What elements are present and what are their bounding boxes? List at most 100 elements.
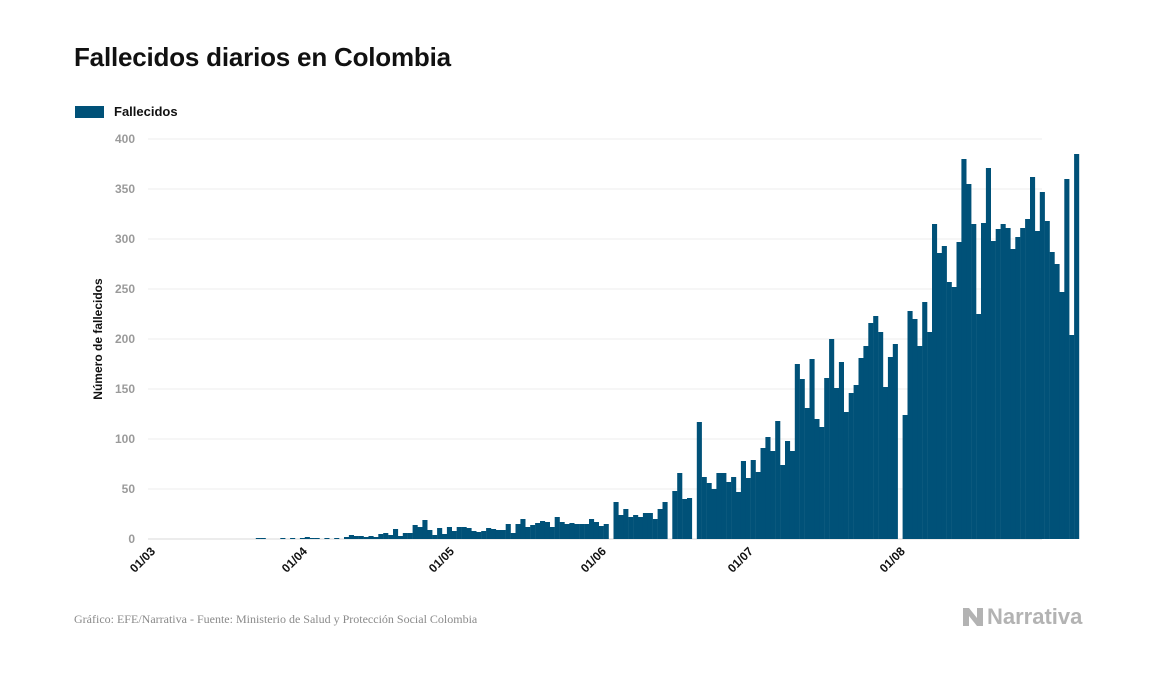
bar xyxy=(593,522,599,539)
bar xyxy=(363,537,369,539)
bar xyxy=(946,282,952,539)
bar xyxy=(378,534,384,539)
bar xyxy=(936,253,942,539)
bar xyxy=(510,533,516,539)
bar xyxy=(618,515,624,539)
bar xyxy=(838,362,844,539)
x-tick-label: 01/07 xyxy=(725,544,756,575)
bar xyxy=(819,427,825,539)
bar xyxy=(785,441,791,539)
bar xyxy=(789,451,795,539)
bar xyxy=(740,461,746,539)
bar xyxy=(892,344,898,539)
bar xyxy=(540,521,546,539)
bar xyxy=(711,489,717,539)
y-tick-label: 150 xyxy=(115,382,135,396)
x-tick-label: 01/06 xyxy=(578,544,609,575)
y-tick-label: 200 xyxy=(115,332,135,346)
bar xyxy=(677,473,683,539)
bar xyxy=(672,491,678,539)
bar xyxy=(858,358,864,539)
bar xyxy=(344,537,350,539)
bar xyxy=(883,387,889,539)
bar xyxy=(932,224,938,539)
bar xyxy=(652,519,658,539)
bar xyxy=(255,538,261,539)
bar xyxy=(721,473,727,539)
bar xyxy=(544,522,550,539)
bar xyxy=(765,437,771,539)
bar xyxy=(348,535,354,539)
bar xyxy=(755,472,761,539)
bar xyxy=(388,535,394,539)
bar xyxy=(314,538,320,539)
bar xyxy=(824,378,830,539)
bar xyxy=(657,509,663,539)
bar xyxy=(873,316,879,539)
chart-title: Fallecidos diarios en Colombia xyxy=(74,42,451,72)
bar xyxy=(794,364,800,539)
bar xyxy=(995,229,1001,539)
y-tick-label: 100 xyxy=(115,432,135,446)
bar xyxy=(471,531,477,539)
bar xyxy=(633,515,639,539)
bar xyxy=(432,535,438,539)
bar xyxy=(1039,192,1045,539)
bar xyxy=(589,519,595,539)
bar xyxy=(481,531,487,539)
bar xyxy=(804,408,810,539)
y-tick-label: 50 xyxy=(122,482,136,496)
bar xyxy=(417,527,423,539)
bar xyxy=(638,517,644,539)
bar xyxy=(736,492,742,539)
bar xyxy=(530,525,536,539)
bar xyxy=(1015,237,1021,539)
bar xyxy=(1069,335,1075,539)
bar xyxy=(701,477,707,539)
bar xyxy=(912,319,918,539)
bar xyxy=(500,530,506,539)
bar xyxy=(814,419,820,539)
bar xyxy=(1034,231,1040,539)
bar xyxy=(941,246,947,539)
bar xyxy=(775,421,781,539)
legend-label: Fallecidos xyxy=(114,104,178,119)
bar xyxy=(334,538,340,539)
bar xyxy=(368,536,374,539)
bar xyxy=(309,538,315,539)
bar xyxy=(927,332,933,539)
bar xyxy=(579,524,585,539)
bar xyxy=(324,538,330,539)
bar xyxy=(397,536,403,539)
bar xyxy=(687,498,693,539)
bar xyxy=(373,537,379,539)
bar xyxy=(902,415,908,539)
bar xyxy=(564,524,570,539)
y-tick-label: 300 xyxy=(115,232,135,246)
bar xyxy=(922,302,928,539)
bar xyxy=(1020,228,1026,539)
bar xyxy=(750,460,756,539)
bar xyxy=(696,422,702,539)
bar xyxy=(682,499,688,539)
bar xyxy=(1059,292,1065,539)
bar xyxy=(260,538,266,539)
bar xyxy=(603,524,609,539)
bar xyxy=(1064,179,1070,539)
bar xyxy=(525,527,531,539)
y-tick-label: 350 xyxy=(115,182,135,196)
bar xyxy=(863,346,869,539)
bar xyxy=(976,314,982,539)
bar xyxy=(647,513,653,539)
bar xyxy=(985,168,991,539)
bar xyxy=(809,359,815,539)
x-tick-label: 01/08 xyxy=(877,544,908,575)
bar xyxy=(887,357,893,539)
bar xyxy=(549,527,555,539)
bar xyxy=(353,536,359,539)
bar xyxy=(848,393,854,539)
bar xyxy=(662,502,668,539)
y-tick-label: 0 xyxy=(128,532,135,546)
bar xyxy=(442,534,448,539)
